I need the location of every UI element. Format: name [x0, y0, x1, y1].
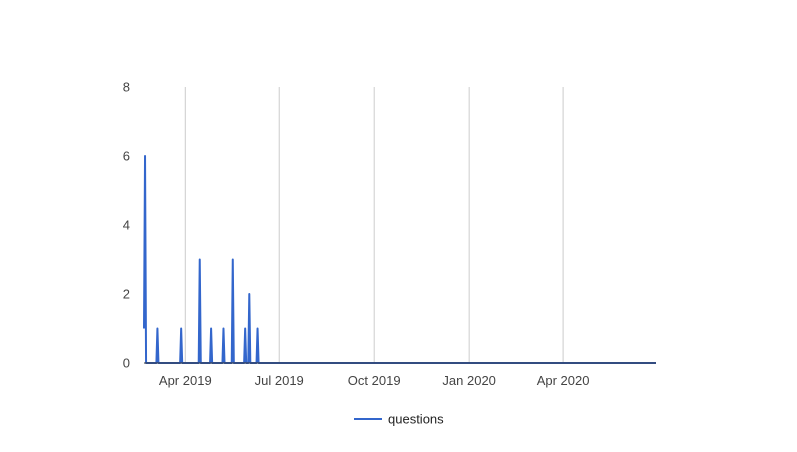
legend: questions [354, 412, 444, 427]
x-tick-label: Jan 2020 [442, 373, 496, 388]
legend-label: questions [388, 412, 444, 427]
x-tick-label: Jul 2019 [255, 373, 304, 388]
y-axis-ticks: 0 2 4 6 8 [123, 80, 130, 371]
gridlines [184, 87, 564, 363]
x-axis-ticks: Apr 2019 Jul 2019 Oct 2019 Jan 2020 Apr 2020 [159, 373, 590, 388]
series-line-questions [143, 155, 656, 364]
x-tick-label: Apr 2020 [537, 373, 590, 388]
series-lines [143, 155, 656, 364]
y-tick-label: 6 [123, 149, 130, 164]
y-tick-label: 4 [123, 218, 130, 233]
y-tick-label: 2 [123, 287, 130, 302]
y-tick-label: 0 [123, 356, 130, 371]
y-tick-label: 8 [123, 80, 130, 95]
x-tick-label: Oct 2019 [348, 373, 401, 388]
x-tick-label: Apr 2019 [159, 373, 212, 388]
